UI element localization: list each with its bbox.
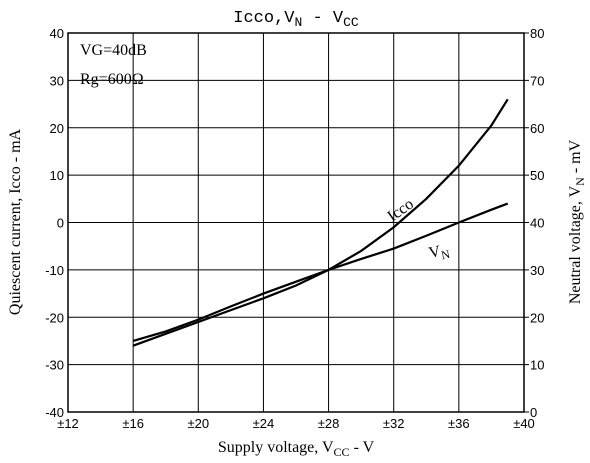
data-line: [132, 202, 509, 342]
series-label: VN: [427, 241, 451, 265]
annotation: Rg=600Ω: [80, 71, 144, 88]
y2-tick-label: 60: [530, 121, 544, 136]
series-label-part: V: [427, 243, 442, 262]
y-tick-label: -40: [45, 405, 64, 420]
series-label-part: N: [440, 247, 452, 263]
annotation: VG=40dB: [80, 42, 147, 59]
y2-tick-label: 40: [530, 216, 544, 231]
y2-tick-label: 70: [530, 73, 544, 88]
x-axis-label: Supply voltage, VCC - V: [218, 439, 375, 459]
y-tick-label: 10: [50, 168, 64, 183]
x-tick-label: ±24: [253, 416, 275, 431]
y2-axis-label: Neutral voltage, VN - mV: [567, 139, 587, 304]
chart-title: Icco,VN - VCC: [233, 9, 359, 30]
y-tick-label: -20: [45, 310, 64, 325]
y-tick-label: 40: [50, 26, 64, 41]
y2-tick-label: 10: [530, 358, 544, 373]
y2-tick-label: 20: [530, 310, 544, 325]
x-tick-label: ±28: [318, 416, 340, 431]
x-tick-label: ±16: [122, 416, 144, 431]
y2-tick-label: 30: [530, 263, 544, 278]
y-tick-label: 30: [50, 73, 64, 88]
y-tick-label: -10: [45, 263, 64, 278]
y-tick-label: -30: [45, 358, 64, 373]
y-axis-label: Quiescent current, Icco - mA: [7, 128, 24, 315]
y2-tick-label: 50: [530, 168, 544, 183]
x-tick-label: ±12: [57, 416, 79, 431]
y2-tick-label: 0: [530, 405, 537, 420]
y-tick-label: 0: [57, 216, 64, 231]
x-tick-label: ±36: [448, 416, 470, 431]
x-tick-label: ±20: [187, 416, 209, 431]
x-tick-label: ±32: [383, 416, 405, 431]
y2-tick-label: 80: [530, 26, 544, 41]
y-tick-label: 20: [50, 121, 64, 136]
x-tick-label: ±40: [513, 416, 535, 431]
